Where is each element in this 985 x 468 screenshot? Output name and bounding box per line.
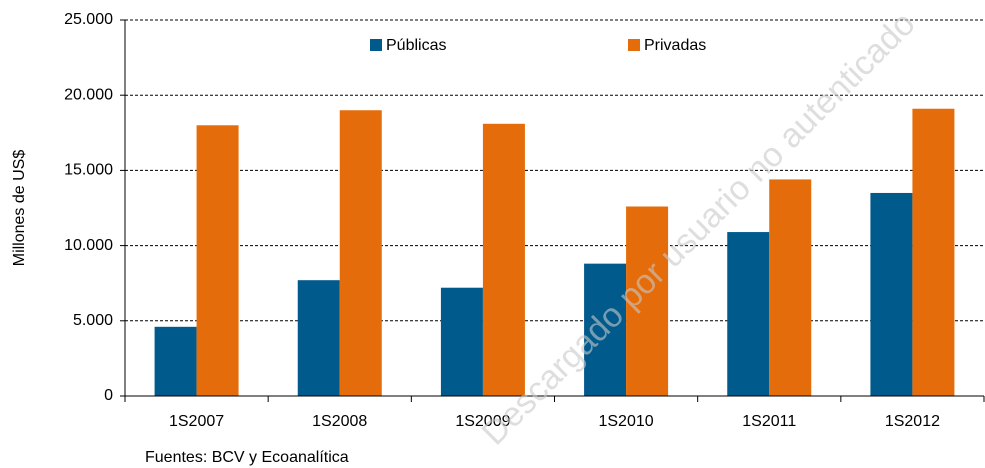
bar	[482, 123, 525, 396]
bar	[339, 110, 382, 397]
note: Fuentes: BCV y Ecoanalítica	[145, 449, 349, 466]
bar	[870, 192, 913, 396]
y-tick-label: 10.000	[64, 237, 113, 254]
bar	[584, 263, 627, 396]
x-tick-label: 1S2008	[312, 413, 367, 430]
y-tick-label: 0	[104, 387, 113, 404]
bar	[154, 326, 197, 396]
bar	[727, 232, 770, 396]
bar	[440, 287, 483, 396]
x-tick-label: 1S2011	[742, 413, 796, 430]
legend-swatch	[370, 39, 382, 51]
watermark: Descargado por usuario no autenticado	[475, 5, 923, 453]
bar	[297, 280, 340, 396]
y-tick-label: 5.000	[73, 312, 113, 329]
bar	[196, 125, 239, 396]
x-tick-label: 1S2010	[598, 413, 653, 430]
bar	[626, 206, 669, 396]
x-tick-label: 1S2012	[885, 413, 940, 430]
x-tick-label: 1S2007	[169, 413, 224, 430]
y-tick-label: 15.000	[64, 162, 113, 179]
legend-swatch	[628, 39, 640, 51]
bar	[769, 179, 812, 396]
legend-label: Públicas	[386, 37, 446, 54]
bar	[912, 108, 955, 397]
y-tick-label: 20.000	[64, 86, 113, 103]
x-tick-label: 1S2009	[455, 413, 510, 430]
y-tick-label: 25.000	[64, 11, 113, 28]
legend-label: Privadas	[644, 37, 706, 54]
y-axis-label: Millones de US$	[11, 150, 28, 267]
